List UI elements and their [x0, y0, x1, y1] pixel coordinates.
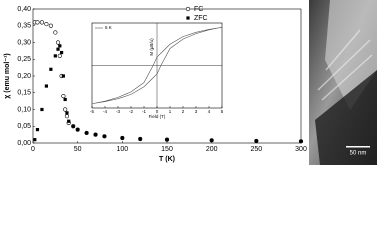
point	[63, 97, 67, 102]
x-tick-label: -4	[103, 109, 107, 114]
legend-label: ZFC	[194, 15, 208, 22]
y-tick-label: 0,15	[17, 90, 31, 97]
point	[254, 139, 258, 143]
x-tick-label: 3	[195, 109, 198, 114]
point	[71, 124, 75, 128]
y-axis-label: χ (emu mol⁻¹)	[4, 53, 11, 98]
x-tick-label: 1	[169, 109, 172, 114]
x-tick-label: 0	[156, 109, 159, 114]
y-tick-label: 0,40	[17, 6, 31, 13]
y-tick-label: 0,25	[17, 56, 31, 63]
x-tick-label: 2	[182, 109, 185, 114]
point	[64, 114, 70, 119]
point	[33, 138, 37, 142]
point	[85, 131, 89, 135]
point	[53, 30, 58, 35]
x-tick-label: 200	[206, 146, 218, 153]
x-tick-label: 300	[295, 146, 307, 153]
x-tick-label: -1	[142, 109, 146, 114]
legend-label: 5 K	[105, 25, 112, 30]
point	[57, 53, 62, 59]
point	[55, 40, 61, 45]
x-tick-label: 150	[161, 146, 173, 153]
point	[44, 84, 48, 88]
figure: 50 nm 0 50 100 150 200 250 3000,000,050,100,15…	[4, 0, 377, 165]
point	[53, 54, 57, 58]
x-tick-label: 250	[250, 146, 262, 153]
point	[210, 138, 214, 142]
x-tick-label: 5	[221, 109, 224, 114]
point	[63, 107, 68, 112]
legend-label: FC	[194, 6, 203, 13]
x-tick-label: 100	[116, 146, 128, 153]
point	[102, 134, 107, 138]
point	[93, 133, 98, 137]
x-axis-label: T (K)	[159, 156, 175, 163]
scale-bar-label: 50 nm	[350, 151, 367, 157]
x-tick-label: -5	[90, 109, 94, 114]
x-tick-label: 4	[208, 109, 211, 114]
legend-key	[186, 16, 190, 20]
tem-image: 50 nm	[309, 0, 377, 165]
loop-line	[91, 26, 223, 105]
legend-key	[185, 6, 191, 12]
point	[165, 138, 169, 142]
x-tick-label: 50	[74, 146, 82, 153]
point	[120, 136, 124, 140]
point	[67, 119, 71, 123]
point	[56, 47, 60, 51]
x-axis-label: Field (T)	[149, 114, 166, 119]
point	[76, 128, 80, 132]
y-tick-label: 0,00	[17, 140, 31, 147]
x-tick-label: 0	[31, 146, 35, 153]
point	[35, 20, 40, 25]
point	[48, 23, 53, 28]
y-tick-label: 0,10	[17, 106, 31, 113]
point	[61, 74, 65, 78]
x-tick-label: -3	[116, 109, 120, 114]
point	[44, 21, 49, 27]
y-tick-label: 0,20	[17, 73, 31, 80]
x-tick-label: -2	[129, 109, 133, 114]
point	[138, 137, 142, 141]
y-tick-label: 0,35	[17, 23, 31, 30]
point	[35, 128, 40, 132]
y-tick-label: 0,05	[17, 123, 31, 130]
point	[58, 44, 62, 48]
point	[39, 20, 45, 25]
y-tick-label: 0,30	[17, 39, 31, 46]
point	[65, 111, 69, 115]
y-axis-label: M (μB/u)	[149, 38, 154, 56]
point	[49, 67, 53, 71]
point	[299, 139, 303, 143]
point	[61, 93, 66, 99]
point	[59, 50, 64, 55]
point	[40, 107, 44, 112]
